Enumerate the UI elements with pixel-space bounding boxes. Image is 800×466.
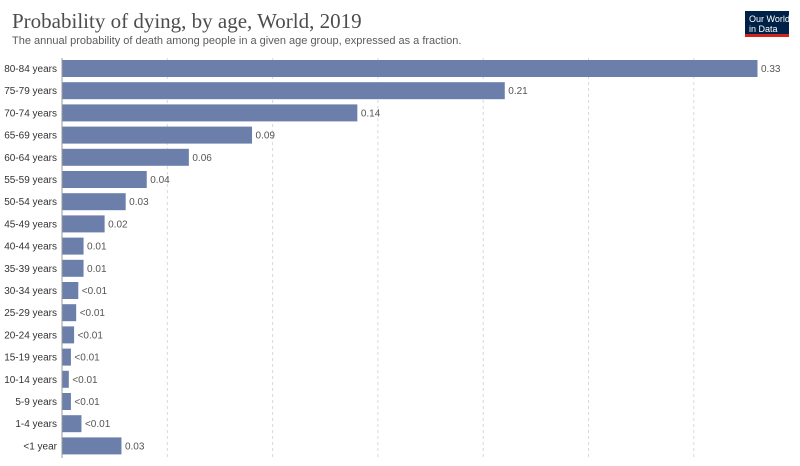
bar[interactable] <box>62 171 147 188</box>
bar[interactable] <box>62 437 122 455</box>
category-label: <1 year <box>23 441 57 452</box>
value-label: <0.01 <box>74 353 100 364</box>
bar[interactable] <box>62 304 77 322</box>
category-label: 10-14 years <box>4 375 57 386</box>
value-label: <0.01 <box>72 375 98 386</box>
category-label: 50-54 years <box>4 197 57 208</box>
bar[interactable] <box>62 126 253 144</box>
value-label: 0.21 <box>508 86 528 97</box>
chart-subtitle: The annual probability of death among pe… <box>12 35 462 47</box>
value-label: 0.33 <box>761 64 781 75</box>
value-label: <0.01 <box>78 330 104 341</box>
category-label: 30-34 years <box>4 286 57 297</box>
category-label: 35-39 years <box>4 264 57 275</box>
chart-title: Probability of dying, by age, World, 201… <box>12 9 362 33</box>
bar[interactable] <box>62 282 79 299</box>
bar[interactable] <box>62 370 69 388</box>
category-label: 20-24 years <box>4 330 57 341</box>
value-label: 0.14 <box>361 108 381 119</box>
value-label: 0.02 <box>108 219 128 230</box>
value-label: 0.06 <box>192 153 212 164</box>
bar[interactable] <box>62 60 758 77</box>
value-label: 0.09 <box>256 131 276 142</box>
category-label: 15-19 years <box>4 353 57 364</box>
category-label: 1-4 years <box>15 419 57 430</box>
value-label: 0.01 <box>87 242 107 253</box>
value-label: 0.04 <box>150 175 170 186</box>
owid-logo[interactable]: Our World in Data <box>745 11 790 37</box>
bar[interactable] <box>62 82 505 100</box>
category-label: 65-69 years <box>4 131 57 142</box>
category-label: 55-59 years <box>4 175 57 186</box>
value-label: <0.01 <box>85 419 111 430</box>
value-label: 0.03 <box>129 197 149 208</box>
bar[interactable] <box>62 348 71 366</box>
category-label: 75-79 years <box>4 86 57 97</box>
value-label: 0.01 <box>87 264 107 275</box>
bar[interactable] <box>62 215 105 233</box>
bar[interactable] <box>62 259 84 277</box>
value-label: <0.01 <box>80 308 106 319</box>
bar[interactable] <box>62 237 84 255</box>
category-label: 25-29 years <box>4 308 57 319</box>
category-label: 40-44 years <box>4 242 57 253</box>
category-label: 80-84 years <box>4 64 57 75</box>
value-label: <0.01 <box>74 397 100 408</box>
category-label: 60-64 years <box>4 153 57 164</box>
value-label: 0.03 <box>125 441 145 452</box>
category-label: 70-74 years <box>4 108 57 119</box>
bar[interactable] <box>62 104 358 122</box>
bar[interactable] <box>62 193 126 211</box>
logo-line-1: Our World <box>749 14 790 24</box>
category-label: 5-9 years <box>15 397 57 408</box>
value-label: <0.01 <box>82 286 108 297</box>
logo-line-2: in Data <box>749 24 778 34</box>
bar[interactable] <box>62 393 71 410</box>
bar[interactable] <box>62 415 82 433</box>
category-label: 45-49 years <box>4 219 57 230</box>
bar[interactable] <box>62 148 189 166</box>
bar[interactable] <box>62 326 75 344</box>
